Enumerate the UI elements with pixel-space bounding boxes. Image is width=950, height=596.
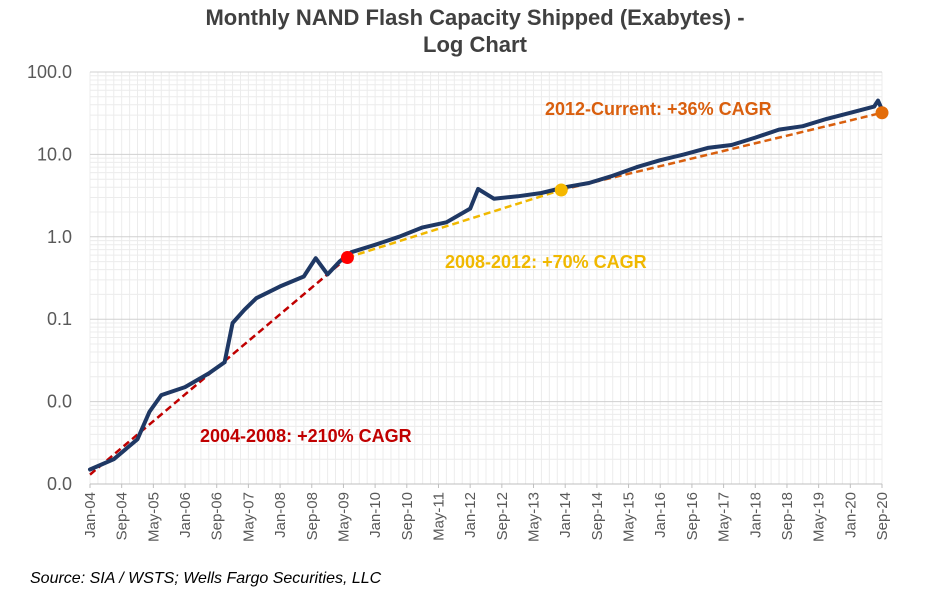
y-tick-label: 100.0: [27, 62, 72, 82]
y-tick-label: 0.0: [47, 474, 72, 494]
chart-title: Monthly NAND Flash Capacity Shipped (Exa…: [0, 4, 950, 58]
trend-marker: [875, 106, 889, 120]
x-tick-label: Jan-10: [367, 492, 384, 538]
data-point: [207, 371, 211, 375]
trend-marker: [340, 251, 354, 265]
x-tick-label: Sep-20: [874, 492, 891, 540]
data-point: [753, 135, 757, 140]
chart-title-line-2: Log Chart: [423, 32, 527, 57]
data-point: [658, 158, 662, 162]
x-tick-label: May-19: [811, 492, 828, 542]
x-tick-label: Sep-08: [304, 492, 321, 540]
x-tick-label: Sep-14: [589, 492, 606, 540]
data-point: [421, 225, 425, 230]
data-point: [397, 235, 401, 239]
data-point: [278, 284, 282, 289]
cagr-annotation: 2008-2012: +70% CAGR: [445, 252, 647, 272]
data-point: [872, 105, 876, 109]
x-tick-label: Jan-20: [842, 492, 859, 538]
data-point: [516, 194, 520, 198]
data-point: [242, 308, 247, 312]
x-tick-label: Jan-06: [177, 492, 194, 538]
data-point: [230, 321, 235, 325]
x-tick-label: Jan-04: [82, 492, 99, 538]
data-point: [492, 197, 496, 201]
data-point: [468, 206, 472, 211]
series-line: [88, 98, 884, 472]
data-point: [183, 385, 187, 389]
data-point: [801, 124, 805, 128]
data-point: [314, 256, 318, 260]
data-point: [706, 146, 710, 150]
y-tick-label: 0.1: [47, 309, 72, 329]
x-tick-label: May-15: [621, 492, 638, 542]
cagr-annotation: 2012-Current: +36% CAGR: [545, 99, 772, 119]
data-point: [223, 360, 227, 364]
data-point: [135, 437, 140, 441]
data-point: [876, 98, 880, 103]
data-point: [88, 467, 92, 472]
data-point: [848, 111, 852, 115]
data-point: [159, 393, 163, 397]
y-tick-label: 1.0: [47, 227, 72, 247]
data-point: [302, 274, 306, 279]
y-tick-label: 0.0: [47, 392, 72, 412]
data-point: [337, 260, 342, 264]
x-tick-label: Sep-04: [114, 492, 131, 540]
chart-title-line-1: Monthly NAND Flash Capacity Shipped (Exa…: [205, 5, 745, 30]
x-tick-label: May-17: [716, 492, 733, 542]
x-tick-label: May-13: [526, 492, 543, 542]
x-tick-label: May-11: [430, 492, 447, 541]
x-tick-label: Jan-08: [272, 492, 289, 538]
data-point: [373, 243, 377, 247]
x-tick-label: Sep-12: [494, 492, 511, 540]
x-tick-label: Jan-12: [462, 492, 479, 538]
trend-line: [347, 188, 562, 259]
trend-marker: [554, 183, 568, 197]
x-tick-label: May-09: [335, 492, 352, 542]
data-point: [777, 127, 781, 132]
x-tick-label: May-05: [145, 492, 162, 542]
source-note: Source: SIA / WSTS; Wells Fargo Securiti…: [30, 570, 382, 587]
data-point: [147, 410, 151, 414]
data-point: [824, 117, 829, 121]
data-point: [634, 165, 639, 169]
data-point: [611, 174, 615, 178]
data-point: [539, 191, 544, 195]
x-tick-label: Sep-16: [684, 492, 701, 540]
data-point: [444, 220, 448, 224]
x-tick-label: Jan-14: [557, 492, 574, 538]
data-point: [729, 143, 734, 147]
x-tick-label: Jan-18: [747, 492, 764, 538]
x-tick-label: May-07: [240, 492, 257, 542]
y-tick-label: 10.0: [37, 144, 72, 164]
x-tick-label: Sep-18: [779, 492, 796, 540]
data-point: [476, 187, 480, 191]
data-point: [587, 181, 591, 185]
data-point: [112, 457, 116, 461]
data-point: [682, 152, 686, 156]
data-point: [326, 272, 330, 276]
x-tick-label: Sep-10: [399, 492, 416, 540]
x-tick-label: Sep-06: [209, 492, 226, 540]
cagr-annotation: 2004-2008: +210% CAGR: [200, 426, 412, 446]
x-tick-label: Jan-16: [652, 492, 669, 538]
data-point: [254, 296, 258, 300]
